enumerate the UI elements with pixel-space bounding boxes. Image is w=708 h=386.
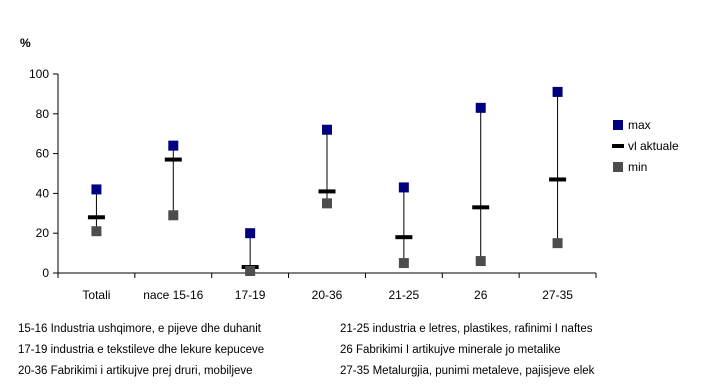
vl-aktuale-point-27-35 [549,177,567,182]
max-point-27-35 [552,86,563,97]
max-point-nace-15-16 [168,140,179,151]
max-point-totali [91,184,102,195]
y-tick-label: 20 [36,226,50,240]
note-15-16: 15-16 Industria ushqimore, e pijeve dhe … [18,323,261,335]
x-tick-label: 26 [474,288,488,302]
max-point-17-19 [245,228,256,239]
legend-max-label: max [628,118,651,132]
max-point-26 [475,102,486,113]
x-tick-label: 21-25 [389,288,420,302]
x-tick-label: 20-36 [312,288,343,302]
x-tick-label: 27-35 [542,288,573,302]
legend-min-label: min [628,160,647,174]
max-point-20-36 [322,124,332,135]
note-20-36: 20-36 Fabrikimi i artikujve prej druri, … [18,365,253,377]
legend-min-marker [613,162,623,172]
min-point-17-19 [245,266,256,277]
chart-legend: max vl aktuale min [612,118,679,174]
min-point-nace-15-16 [168,210,179,221]
vl-aktuale-point-21-25 [395,235,413,240]
min-point-totali [91,226,102,237]
chart-marks [87,86,567,277]
category-notes: 15-16 Industria ushqimore, e pijeve dhe … [18,322,708,379]
min-point-26 [475,256,486,267]
min-point-21-25 [398,258,409,269]
min-point-20-36 [322,198,332,209]
y-tick-label: 60 [36,147,50,161]
note-27-35: 27-35 Metalurgjia, punimi metaleve, paji… [340,365,595,377]
note-17-19: 17-19 industria e tekstileve dhe lekure … [18,344,265,356]
y-tick-label: 80 [36,107,50,121]
y-tick-label: 0 [42,266,49,280]
x-tick-label: nace 15-16 [143,288,203,302]
note-26: 26 Fabrikimi I artikujve minerale jo met… [340,344,561,356]
range-chart: % 0 20 40 60 80 100 Totali nace 15-16 17-19 20-36… [20,36,679,302]
chart-axes: 0 20 40 60 80 100 Totali nace 15-16 17-19 20-36 21… [29,67,597,302]
note-21-25: 21-25 industria e letres, plastikes, raf… [340,323,593,335]
vl-aktuale-point-nace-15-16 [164,157,182,162]
x-tick-label: Totali [82,288,110,302]
y-axis-unit-label: % [20,36,31,50]
y-tick-label: 40 [36,186,50,200]
vl-aktuale-point-26 [472,205,490,210]
legend-max-marker [613,120,623,130]
vl-aktuale-point-20-36 [318,189,336,194]
legend-vl-aktuale-marker [612,144,624,148]
legend-vl-aktuale-label: vl aktuale [628,139,679,153]
y-tick-label: 100 [29,67,49,81]
max-point-21-25 [398,182,409,193]
x-tick-label: 17-19 [235,288,266,302]
min-point-27-35 [552,238,563,249]
vl-aktuale-point-totali [87,215,105,220]
